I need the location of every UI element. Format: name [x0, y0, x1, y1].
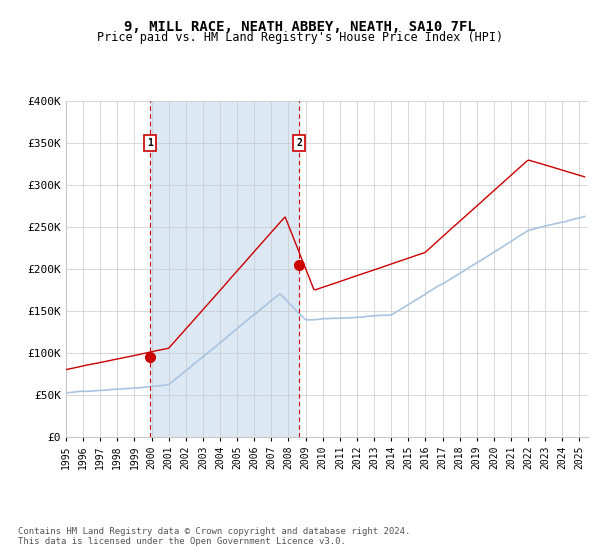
Text: 1: 1: [147, 138, 153, 148]
Text: 9, MILL RACE, NEATH ABBEY, NEATH, SA10 7FL: 9, MILL RACE, NEATH ABBEY, NEATH, SA10 7…: [124, 20, 476, 34]
Text: Contains HM Land Registry data © Crown copyright and database right 2024.
This d: Contains HM Land Registry data © Crown c…: [18, 526, 410, 546]
Text: Price paid vs. HM Land Registry's House Price Index (HPI): Price paid vs. HM Land Registry's House …: [97, 31, 503, 44]
Bar: [150, 101, 299, 437]
Text: 2: 2: [296, 138, 302, 148]
